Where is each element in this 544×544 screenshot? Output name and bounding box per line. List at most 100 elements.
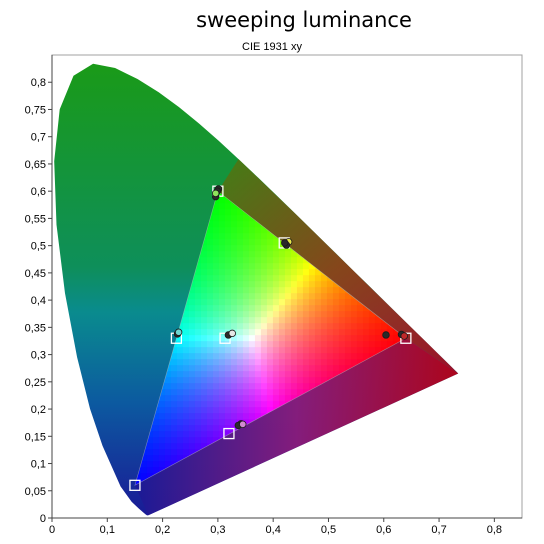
gamut-cell	[302, 317, 310, 324]
gamut-cell	[350, 347, 358, 354]
gamut-cell	[266, 269, 274, 276]
gamut-cell	[218, 305, 226, 312]
gamut-cell	[302, 329, 310, 336]
gamut-cell	[398, 203, 406, 210]
gamut-cell	[302, 383, 310, 390]
gamut-cell	[200, 323, 208, 330]
gamut-cell	[314, 227, 322, 234]
gamut-cell	[380, 263, 388, 270]
gamut-cell	[380, 287, 388, 294]
gamut-cell	[350, 191, 358, 198]
gamut-cell	[392, 473, 400, 480]
gamut-cell	[188, 365, 196, 372]
gamut-cell	[368, 473, 376, 480]
gamut-cell	[200, 383, 208, 390]
gamut-cell	[260, 257, 268, 264]
gamut-cell	[356, 455, 364, 462]
gamut-cell	[170, 359, 178, 366]
gamut-cell	[332, 335, 340, 342]
gamut-cell	[362, 335, 370, 342]
gamut-cell	[212, 341, 220, 348]
gamut-cell	[326, 317, 334, 324]
gamut-cell	[404, 437, 406, 444]
gamut-cell	[302, 305, 310, 312]
gamut-cell	[308, 329, 316, 336]
gamut-cell	[398, 431, 406, 438]
gamut-cell	[320, 353, 328, 360]
gamut-cell	[338, 359, 346, 366]
gamut-cell	[290, 293, 298, 300]
gamut-cell	[404, 455, 406, 462]
gamut-cell	[164, 371, 172, 378]
gamut-cell	[392, 413, 400, 420]
gamut-cell	[320, 377, 328, 384]
gamut-cell	[350, 305, 358, 312]
gamut-cell	[344, 479, 352, 486]
gamut-cell	[296, 335, 304, 342]
gamut-cell	[338, 473, 346, 480]
gamut-cell	[278, 269, 286, 276]
gamut-cell	[242, 377, 250, 384]
gamut-cell	[272, 269, 280, 276]
measured-point	[228, 329, 236, 338]
gamut-cell	[368, 419, 376, 426]
gamut-cell	[158, 455, 166, 462]
gamut-cell	[260, 311, 268, 318]
gamut-cell	[230, 341, 238, 348]
gamut-cell	[290, 269, 298, 276]
gamut-cell	[182, 389, 190, 396]
gamut-cell	[272, 359, 280, 366]
gamut-cell	[284, 461, 292, 468]
gamut-cell	[290, 311, 298, 318]
gamut-cell	[362, 347, 370, 354]
gamut-cell	[260, 269, 268, 276]
gamut-cell	[188, 335, 196, 342]
gamut-cell	[332, 209, 340, 216]
gamut-cell	[332, 293, 340, 300]
gamut-cell	[254, 353, 262, 360]
gamut-cell	[284, 347, 292, 354]
gamut-cell	[332, 311, 340, 318]
gamut-cell	[224, 299, 232, 306]
gamut-cell	[308, 269, 316, 276]
gamut-cell	[260, 365, 268, 372]
gamut-cell	[320, 437, 328, 444]
gamut-cell	[206, 383, 214, 390]
gamut-cell	[176, 347, 184, 354]
gamut-cell	[290, 305, 298, 312]
gamut-cell	[176, 323, 184, 330]
gamut-cell	[326, 485, 334, 486]
gamut-cell	[332, 245, 340, 252]
gamut-cell	[296, 287, 304, 294]
gamut-cell	[206, 419, 214, 426]
gamut-cell	[368, 311, 376, 318]
gamut-cell	[284, 263, 292, 270]
gamut-cell	[290, 257, 298, 264]
gamut-cell	[404, 227, 406, 234]
gamut-cell	[344, 359, 352, 366]
gamut-cell	[320, 227, 328, 234]
gamut-cell	[392, 455, 400, 462]
gamut-cell	[236, 479, 244, 486]
gamut-cell	[356, 317, 364, 324]
gamut-cell	[182, 329, 190, 336]
gamut-cell	[362, 221, 370, 228]
gamut-cell	[392, 425, 400, 432]
gamut-cell	[260, 245, 268, 252]
gamut-cell	[386, 443, 394, 450]
gamut-cell	[404, 263, 406, 270]
gamut-cell	[302, 335, 310, 342]
gamut-cell	[212, 347, 220, 354]
gamut-cell	[368, 317, 376, 324]
gamut-cell	[278, 473, 286, 480]
gamut-cell	[200, 239, 208, 246]
gamut-cell	[224, 263, 232, 270]
gamut-cell	[302, 359, 310, 366]
gamut-cell	[290, 287, 298, 294]
gamut-cell	[200, 413, 208, 420]
gamut-cell	[404, 425, 406, 432]
gamut-cell	[302, 443, 310, 450]
gamut-cell	[224, 365, 232, 372]
gamut-cell	[248, 347, 256, 354]
gamut-cell	[206, 341, 214, 348]
